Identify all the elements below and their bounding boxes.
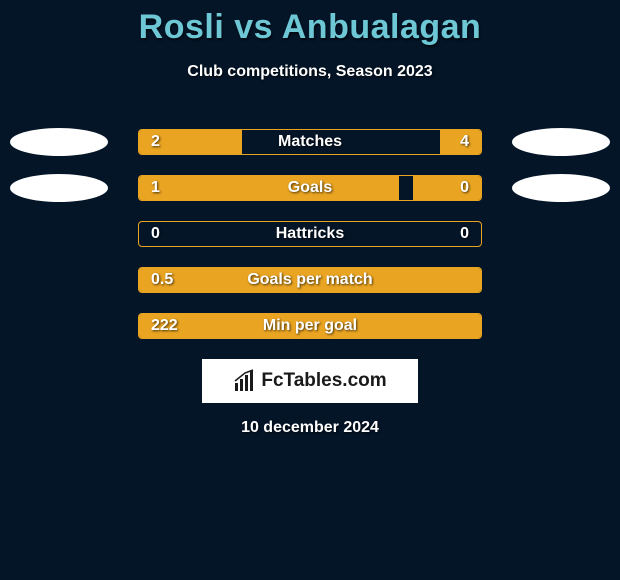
stat-label: Hattricks <box>139 222 481 246</box>
player-avatar-left <box>10 128 108 156</box>
stat-bar: 222Min per goal <box>138 313 482 339</box>
branding-text: FcTables.com <box>261 370 386 392</box>
player-avatar-right <box>512 128 610 156</box>
stat-bar: 0.5Goals per match <box>138 267 482 293</box>
branding-badge: FcTables.com <box>202 359 418 403</box>
bar-fill-right <box>440 130 481 154</box>
stat-row: 222Min per goal <box>0 313 620 339</box>
stat-bar: 10Goals <box>138 175 482 201</box>
stat-row: 10Goals <box>0 175 620 201</box>
bar-fill-left <box>139 176 399 200</box>
bar-fill-left <box>139 130 242 154</box>
subtitle: Club competitions, Season 2023 <box>0 63 620 81</box>
stat-bar: 24Matches <box>138 129 482 155</box>
stat-value-left: 0 <box>151 222 160 246</box>
stat-row: 24Matches <box>0 129 620 155</box>
chart-icon <box>233 369 257 393</box>
date-text: 10 december 2024 <box>0 419 620 437</box>
stat-value-right: 0 <box>460 222 469 246</box>
page-title: Rosli vs Anbualagan <box>0 0 620 47</box>
bar-fill-right <box>413 176 481 200</box>
bar-fill <box>139 268 481 292</box>
stats-container: 24Matches 10Goals 0 0Hattricks 0.5Goals per … <box>0 129 620 339</box>
stat-row: 0.5Goals per match <box>0 267 620 293</box>
player-avatar-left <box>10 174 108 202</box>
player-avatar-right <box>512 174 610 202</box>
stat-bar: 0 0Hattricks <box>138 221 482 247</box>
bar-fill <box>139 314 481 338</box>
stat-row: 0 0Hattricks <box>0 221 620 247</box>
